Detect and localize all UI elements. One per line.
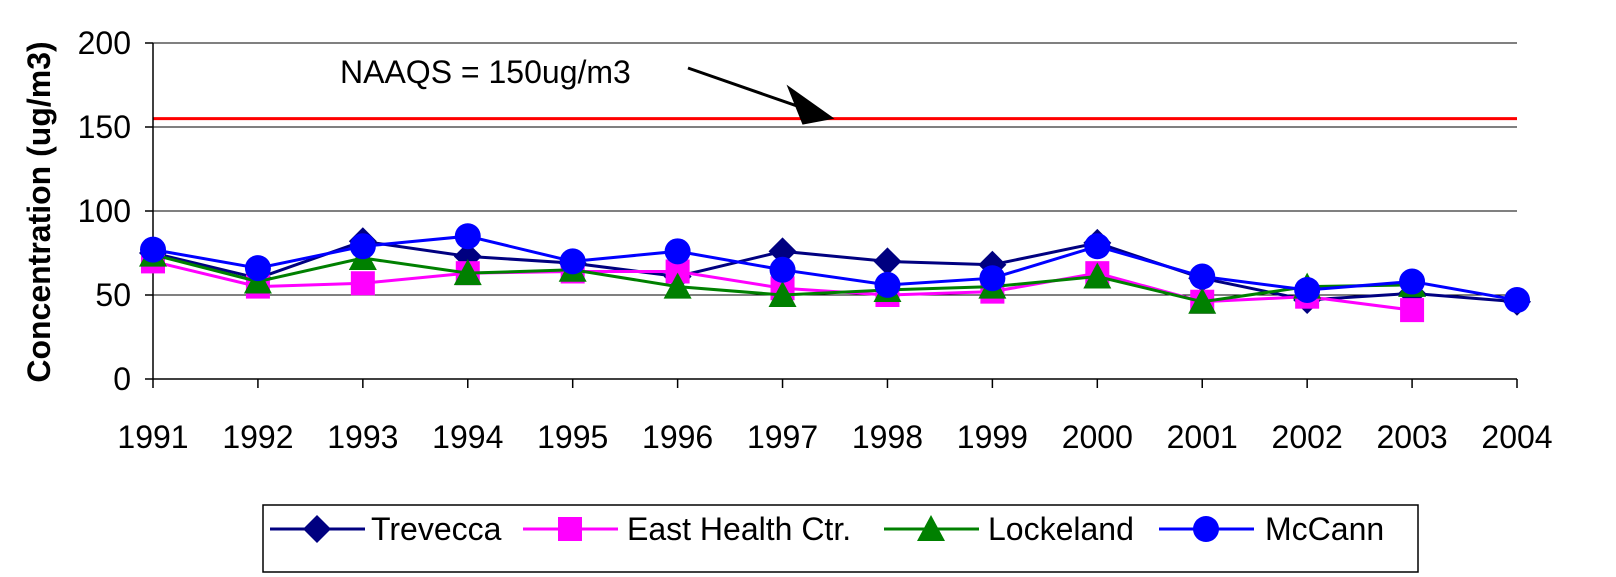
legend-label: Lockeland bbox=[988, 511, 1134, 547]
y-tick-label: 200 bbox=[78, 25, 131, 61]
x-tick-label: 1998 bbox=[852, 419, 923, 455]
y-tick-label: 0 bbox=[113, 361, 131, 397]
data-point bbox=[558, 517, 582, 541]
legend-box bbox=[262, 504, 1419, 573]
series-mccann bbox=[140, 223, 1530, 314]
x-tick-label: 1996 bbox=[642, 419, 713, 455]
arrow-shaft bbox=[687, 66, 806, 111]
series-trevecca bbox=[139, 227, 1531, 316]
data-point bbox=[663, 272, 692, 299]
x-tick-labels: 1991 1992 1993 1994 1995 1996 1997 1998 1999 2000… bbox=[117, 379, 1553, 455]
data-point bbox=[1193, 516, 1219, 542]
data-point bbox=[917, 515, 945, 541]
legend-item: McCann bbox=[1159, 511, 1384, 547]
data-point bbox=[1294, 276, 1321, 303]
data-point bbox=[1504, 287, 1530, 314]
data-point bbox=[453, 259, 482, 286]
y-tick-label: 100 bbox=[78, 193, 131, 229]
data-point bbox=[349, 233, 376, 260]
data-point bbox=[1188, 287, 1217, 314]
x-tick-label: 1997 bbox=[747, 419, 818, 455]
data-point bbox=[1399, 268, 1426, 295]
data-point bbox=[664, 238, 691, 265]
x-tick-label: 1994 bbox=[432, 419, 503, 455]
x-tick-label: 2001 bbox=[1167, 419, 1238, 455]
data-point bbox=[244, 255, 271, 282]
data-point bbox=[873, 247, 902, 276]
data-point bbox=[1084, 233, 1111, 260]
data-point bbox=[874, 271, 901, 298]
y-tick-label: 50 bbox=[95, 277, 131, 313]
data-point bbox=[768, 281, 797, 307]
data-point bbox=[979, 265, 1006, 292]
data-point bbox=[1189, 263, 1216, 290]
legend-item: East Health Ctr. bbox=[523, 511, 851, 547]
data-point bbox=[350, 271, 375, 296]
series-group bbox=[139, 223, 1531, 323]
x-tick-label: 1991 bbox=[117, 419, 188, 455]
x-tick-label: 1999 bbox=[957, 419, 1028, 455]
x-tick-label: 1995 bbox=[537, 419, 608, 455]
gridlines bbox=[145, 42, 1517, 380]
x-tick-label: 1993 bbox=[327, 419, 398, 455]
legend-item: Lockeland bbox=[884, 511, 1134, 547]
data-point bbox=[768, 237, 797, 266]
legend-item: Trevecca bbox=[270, 511, 502, 547]
annotation-text: NAAQS = 150ug/m3 bbox=[340, 54, 631, 90]
x-tick-label: 2000 bbox=[1062, 419, 1133, 455]
legend: Trevecca East Health Ctr. Lockeland McCann bbox=[262, 504, 1419, 573]
data-point bbox=[140, 236, 166, 263]
data-point bbox=[1400, 298, 1425, 323]
legend-label: Trevecca bbox=[371, 511, 502, 547]
data-point bbox=[559, 248, 586, 275]
annotation-arrow bbox=[687, 66, 835, 125]
series-line bbox=[152, 234, 1518, 302]
y-axis-label: Concentration (ug/m3) bbox=[21, 41, 57, 382]
x-tick-label: 1992 bbox=[222, 419, 293, 455]
x-tick-label: 2002 bbox=[1272, 419, 1343, 455]
x-tick-label: 2004 bbox=[1481, 419, 1552, 455]
x-tick-label: 2003 bbox=[1376, 419, 1447, 455]
legend-label: McCann bbox=[1265, 511, 1384, 547]
axes bbox=[152, 43, 1517, 380]
arrow-head bbox=[786, 84, 835, 125]
y-tick-labels: 0 50 100 150 200 bbox=[78, 25, 131, 397]
data-point bbox=[303, 515, 331, 543]
legend-label: East Health Ctr. bbox=[627, 511, 851, 547]
y-tick-label: 150 bbox=[78, 109, 131, 145]
data-point bbox=[454, 223, 481, 250]
data-point bbox=[769, 256, 796, 283]
data-point bbox=[1083, 262, 1112, 289]
